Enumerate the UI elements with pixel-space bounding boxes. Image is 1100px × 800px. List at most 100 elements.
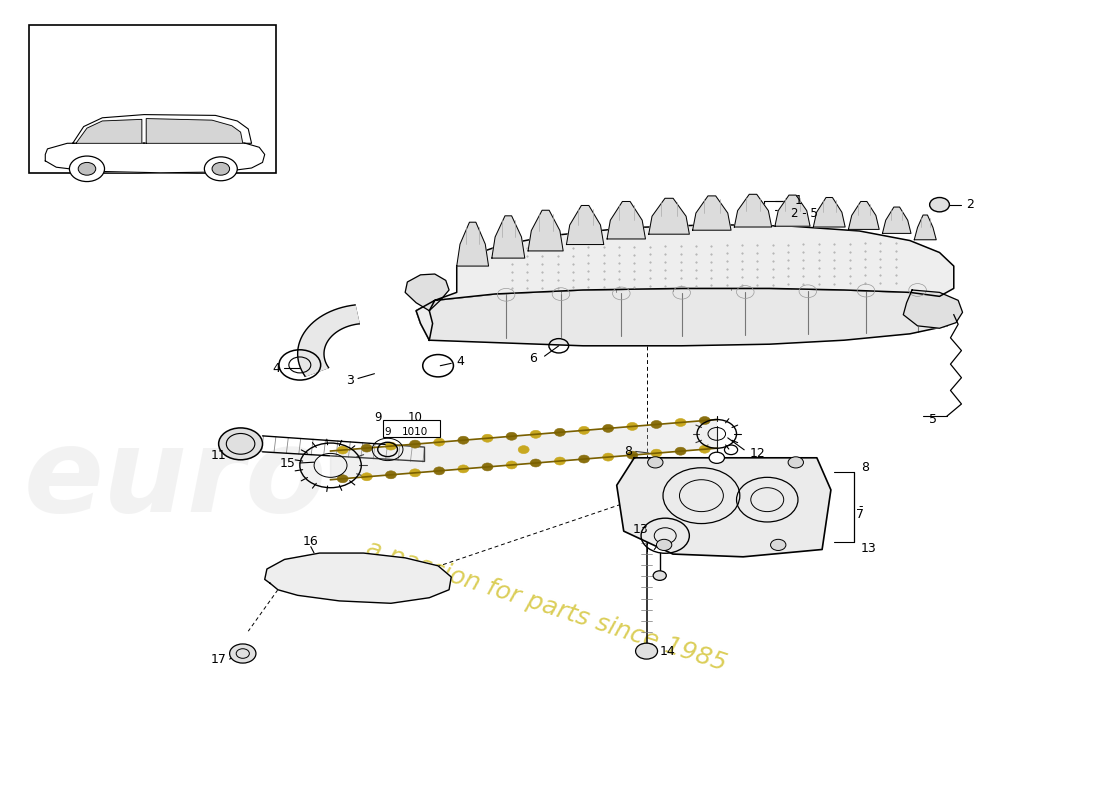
Circle shape [554,428,565,436]
Polygon shape [45,142,265,173]
Polygon shape [607,202,646,239]
Text: 4: 4 [272,362,280,374]
Circle shape [78,162,96,175]
Circle shape [636,643,658,659]
Text: 16: 16 [302,535,319,549]
Polygon shape [456,222,488,266]
Polygon shape [76,119,142,143]
Polygon shape [848,202,879,230]
Circle shape [603,425,614,432]
Text: 10: 10 [407,411,422,424]
Circle shape [657,539,672,550]
Text: 5: 5 [928,414,936,426]
Circle shape [579,455,590,463]
Circle shape [337,446,348,454]
Circle shape [482,463,493,471]
Bar [29,26,276,173]
Circle shape [675,418,686,426]
Text: 17: 17 [210,653,227,666]
Polygon shape [774,195,810,226]
Text: 1: 1 [794,194,803,207]
Polygon shape [903,290,962,328]
Polygon shape [528,210,563,251]
Circle shape [458,436,469,444]
Circle shape [700,417,711,425]
Text: 13: 13 [860,542,877,555]
Circle shape [653,571,667,580]
Polygon shape [416,225,954,340]
Circle shape [409,440,420,448]
Circle shape [651,421,662,429]
Polygon shape [914,215,936,240]
Circle shape [337,474,348,482]
Circle shape [930,198,949,212]
Circle shape [219,428,263,460]
Circle shape [205,157,238,181]
Circle shape [506,432,517,440]
Circle shape [506,461,517,469]
Text: 15: 15 [279,458,296,470]
Polygon shape [416,288,958,346]
Circle shape [700,446,711,454]
Circle shape [710,452,725,463]
Text: euro: euro [23,422,327,537]
Text: 6: 6 [529,352,537,365]
Polygon shape [73,114,252,143]
Polygon shape [265,553,451,603]
Circle shape [530,459,541,467]
Text: 2 - 5: 2 - 5 [791,207,818,220]
Circle shape [648,457,663,468]
Polygon shape [331,419,717,480]
Polygon shape [566,206,604,245]
Circle shape [770,539,785,550]
Polygon shape [813,198,845,227]
Text: 11: 11 [210,450,227,462]
Circle shape [230,644,256,663]
Polygon shape [735,194,771,227]
Circle shape [651,449,662,457]
Circle shape [433,438,444,446]
Circle shape [385,471,396,478]
Text: 9: 9 [374,411,382,424]
Circle shape [579,426,590,434]
Text: 14: 14 [660,645,675,658]
Polygon shape [617,458,830,557]
Polygon shape [649,198,690,234]
Polygon shape [882,207,911,234]
Polygon shape [298,305,359,376]
Text: 7: 7 [856,508,865,522]
Polygon shape [405,274,449,310]
Polygon shape [146,118,243,143]
Circle shape [361,444,372,452]
Text: 8: 8 [625,445,632,458]
Circle shape [458,465,469,473]
Text: 1010: 1010 [402,427,428,437]
Polygon shape [693,196,732,230]
Circle shape [675,447,686,455]
Circle shape [627,451,638,459]
Text: 3: 3 [346,374,354,387]
Text: 9: 9 [384,427,390,437]
Text: 13: 13 [632,523,649,536]
Circle shape [409,469,420,477]
Circle shape [482,434,493,442]
Circle shape [212,162,230,175]
Circle shape [603,453,614,461]
Text: -: - [858,500,864,514]
Circle shape [627,422,638,430]
Text: 12: 12 [750,447,766,460]
Text: a passion for parts since 1985: a passion for parts since 1985 [363,537,730,676]
Polygon shape [492,216,525,258]
Text: 4: 4 [456,355,464,368]
Circle shape [518,446,529,454]
Circle shape [361,473,372,481]
Text: 8: 8 [860,461,869,474]
Text: 2: 2 [966,198,974,211]
Circle shape [530,430,541,438]
FancyBboxPatch shape [383,420,440,438]
Circle shape [788,457,803,468]
Circle shape [385,442,396,450]
Circle shape [554,457,565,465]
Circle shape [69,156,104,182]
Circle shape [433,467,444,475]
